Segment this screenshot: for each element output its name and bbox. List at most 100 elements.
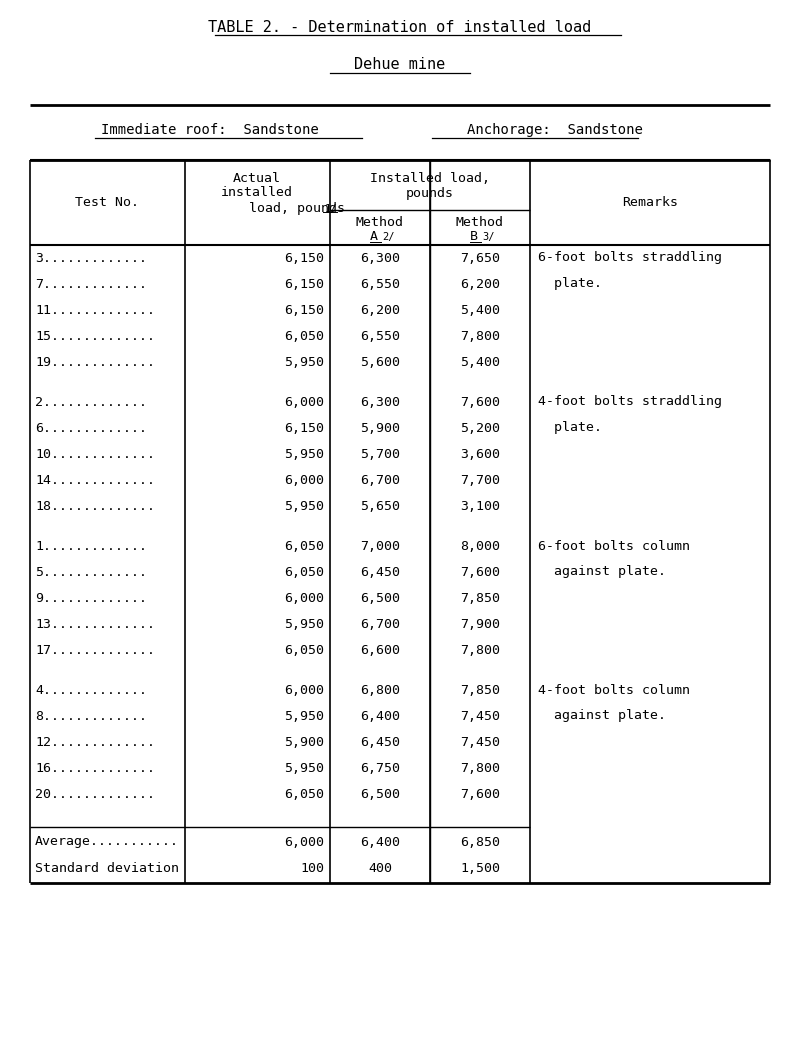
Text: 1.............: 1............. bbox=[35, 539, 147, 553]
Text: 6,000: 6,000 bbox=[284, 474, 324, 486]
Text: 5,950: 5,950 bbox=[284, 617, 324, 630]
Text: 6,850: 6,850 bbox=[460, 836, 500, 848]
Text: 7,600: 7,600 bbox=[460, 395, 500, 409]
Text: 7,850: 7,850 bbox=[460, 591, 500, 605]
Text: 3,600: 3,600 bbox=[460, 448, 500, 460]
Text: 100: 100 bbox=[300, 862, 324, 874]
Text: 5,950: 5,950 bbox=[284, 709, 324, 723]
Text: Method: Method bbox=[356, 217, 404, 229]
Text: 15.............: 15............. bbox=[35, 330, 155, 342]
Text: 3,100: 3,100 bbox=[460, 500, 500, 512]
Text: 7,800: 7,800 bbox=[460, 761, 500, 775]
Text: Average...........: Average........... bbox=[35, 836, 179, 848]
Text: 6,050: 6,050 bbox=[284, 644, 324, 656]
Text: 7,600: 7,600 bbox=[460, 787, 500, 801]
Text: 6,200: 6,200 bbox=[460, 278, 500, 290]
Text: 12.............: 12............. bbox=[35, 735, 155, 749]
Text: 6,050: 6,050 bbox=[284, 539, 324, 553]
Text: 6,550: 6,550 bbox=[360, 330, 400, 342]
Text: 6,750: 6,750 bbox=[360, 761, 400, 775]
Text: 6-foot bolts column: 6-foot bolts column bbox=[538, 539, 690, 553]
Text: 3.............: 3............. bbox=[35, 252, 147, 264]
Text: 6,000: 6,000 bbox=[284, 683, 324, 697]
Text: 9.............: 9............. bbox=[35, 591, 147, 605]
Text: 5,400: 5,400 bbox=[460, 304, 500, 316]
Text: 5,950: 5,950 bbox=[284, 448, 324, 460]
Text: 5.............: 5............. bbox=[35, 565, 147, 579]
Text: 6,050: 6,050 bbox=[284, 787, 324, 801]
Text: A: A bbox=[370, 229, 378, 243]
Text: 5,900: 5,900 bbox=[284, 735, 324, 749]
Text: Dehue mine: Dehue mine bbox=[354, 57, 446, 73]
Text: 6,150: 6,150 bbox=[284, 421, 324, 435]
Text: 11.............: 11............. bbox=[35, 304, 155, 316]
Text: 6,000: 6,000 bbox=[284, 395, 324, 409]
Text: 6,050: 6,050 bbox=[284, 330, 324, 342]
Text: 8,000: 8,000 bbox=[460, 539, 500, 553]
Text: Test No.: Test No. bbox=[75, 196, 139, 209]
Text: 6,000: 6,000 bbox=[284, 591, 324, 605]
Text: 1/: 1/ bbox=[325, 204, 338, 214]
Text: 2.............: 2............. bbox=[35, 395, 147, 409]
Text: 7.............: 7............. bbox=[35, 278, 147, 290]
Text: 7,450: 7,450 bbox=[460, 735, 500, 749]
Text: 4-foot bolts straddling: 4-foot bolts straddling bbox=[538, 395, 722, 409]
Text: 8.............: 8............. bbox=[35, 709, 147, 723]
Text: 6,700: 6,700 bbox=[360, 474, 400, 486]
Text: 6,800: 6,800 bbox=[360, 683, 400, 697]
Text: 5,950: 5,950 bbox=[284, 356, 324, 368]
Text: pounds: pounds bbox=[406, 187, 454, 199]
Text: 5,650: 5,650 bbox=[360, 500, 400, 512]
Text: 6,050: 6,050 bbox=[284, 565, 324, 579]
Text: installed: installed bbox=[221, 187, 293, 199]
Text: 5,600: 5,600 bbox=[360, 356, 400, 368]
Text: 6,300: 6,300 bbox=[360, 395, 400, 409]
Text: 6.............: 6............. bbox=[35, 421, 147, 435]
Text: 7,450: 7,450 bbox=[460, 709, 500, 723]
Text: 5,400: 5,400 bbox=[460, 356, 500, 368]
Text: 7,600: 7,600 bbox=[460, 565, 500, 579]
Text: 5,200: 5,200 bbox=[460, 421, 500, 435]
Text: 6,150: 6,150 bbox=[284, 278, 324, 290]
Text: 6,450: 6,450 bbox=[360, 565, 400, 579]
Text: Remarks: Remarks bbox=[622, 196, 678, 209]
Text: 2/: 2/ bbox=[382, 232, 394, 242]
Text: 400: 400 bbox=[368, 862, 392, 874]
Text: 1,500: 1,500 bbox=[460, 862, 500, 874]
Text: B: B bbox=[470, 229, 478, 243]
Text: 6,400: 6,400 bbox=[360, 836, 400, 848]
Text: 6,300: 6,300 bbox=[360, 252, 400, 264]
Text: 7,850: 7,850 bbox=[460, 683, 500, 697]
Text: 4-foot bolts column: 4-foot bolts column bbox=[538, 683, 690, 697]
Text: 10.............: 10............. bbox=[35, 448, 155, 460]
Text: 7,650: 7,650 bbox=[460, 252, 500, 264]
Text: 7,900: 7,900 bbox=[460, 617, 500, 630]
Text: 19.............: 19............. bbox=[35, 356, 155, 368]
Text: against plate.: against plate. bbox=[538, 709, 666, 723]
Text: 5,950: 5,950 bbox=[284, 500, 324, 512]
Text: 5,950: 5,950 bbox=[284, 761, 324, 775]
Text: 6,500: 6,500 bbox=[360, 787, 400, 801]
Text: 20.............: 20............. bbox=[35, 787, 155, 801]
Text: 6,150: 6,150 bbox=[284, 252, 324, 264]
Text: 3/: 3/ bbox=[482, 232, 494, 242]
Text: 17.............: 17............. bbox=[35, 644, 155, 656]
Text: plate.: plate. bbox=[538, 278, 602, 290]
Text: Anchorage:  Sandstone: Anchorage: Sandstone bbox=[467, 123, 643, 137]
Text: 6,600: 6,600 bbox=[360, 644, 400, 656]
Text: plate.: plate. bbox=[538, 421, 602, 435]
Text: 5,700: 5,700 bbox=[360, 448, 400, 460]
Text: 6,550: 6,550 bbox=[360, 278, 400, 290]
Text: Actual: Actual bbox=[233, 171, 281, 185]
Text: 6-foot bolts straddling: 6-foot bolts straddling bbox=[538, 252, 722, 264]
Text: TABLE 2. - Determination of installed load: TABLE 2. - Determination of installed lo… bbox=[208, 20, 592, 34]
Text: 6,200: 6,200 bbox=[360, 304, 400, 316]
Text: 7,800: 7,800 bbox=[460, 644, 500, 656]
Text: Standard deviation: Standard deviation bbox=[35, 862, 179, 874]
Text: 16.............: 16............. bbox=[35, 761, 155, 775]
Text: 6,000: 6,000 bbox=[284, 836, 324, 848]
Text: 7,800: 7,800 bbox=[460, 330, 500, 342]
Text: against plate.: against plate. bbox=[538, 565, 666, 579]
Text: 18.............: 18............. bbox=[35, 500, 155, 512]
Text: 7,000: 7,000 bbox=[360, 539, 400, 553]
